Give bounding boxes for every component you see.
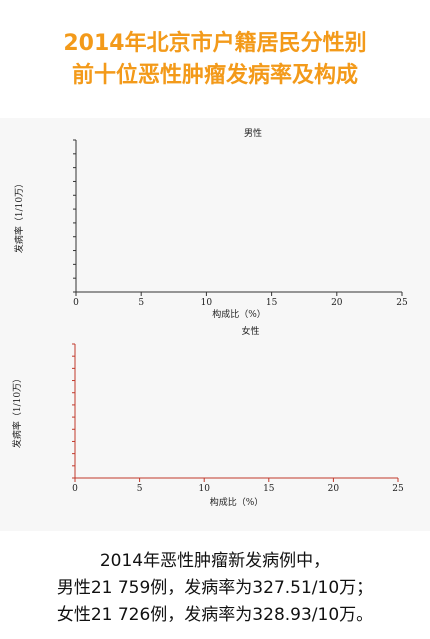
page-title-line-1: 2014年北京市户籍居民分性别 (63, 31, 367, 56)
caption-line-3: 女性21 726例，发病率为328.93/10万。 (56, 605, 374, 625)
chart-1-title: 男性 (244, 127, 262, 139)
chart-1-x-tick-label: 0 (73, 298, 79, 308)
charts-svg: 男性 0 5 10 15 20 25 构成比（%） 发病率（1/10万） 女性 0 5 10 15 20 25… (11, 127, 408, 508)
chart-1-x-tick-label: 5 (138, 298, 144, 308)
chart-2-x-tick-label: 5 (137, 484, 143, 494)
chart-2-y-label: 发病率（1/10万） (11, 374, 23, 448)
chart-1-x-tick-label: 20 (331, 298, 343, 308)
chart-2-x-tick-label: 15 (263, 484, 275, 494)
chart-2-x-tick-label: 20 (328, 484, 340, 494)
caption-line-1: 2014年恶性肿瘤新发病例中， (99, 551, 331, 571)
chart-1-x-label: 构成比（%） (212, 308, 266, 320)
chart-2-title: 女性 (241, 325, 259, 337)
chart-1-y-label: 发病率（1/10万） (13, 179, 25, 253)
chart-1-x-tick-label: 10 (201, 298, 213, 308)
chart-2-x-label: 构成比（%） (210, 496, 264, 508)
chart-2-x-tick-label: 25 (392, 484, 404, 494)
chart-2-x-tick-label: 10 (198, 484, 210, 494)
caption-line-2: 男性21 759例，发病率为327.51/10万； (56, 578, 374, 598)
chart-panel: 男性 0 5 10 15 20 25 构成比（%） 发病率（1/10万） 女性 0 5 10 15 20 25… (0, 118, 430, 531)
chart-1-x-tick-label: 25 (396, 298, 408, 308)
chart-2-x-tick-label: 0 (72, 484, 78, 494)
chart-1-x-tick-label: 15 (266, 298, 278, 308)
page-title-line-2: 前十位恶性肿瘤发病率及构成 (71, 63, 358, 88)
